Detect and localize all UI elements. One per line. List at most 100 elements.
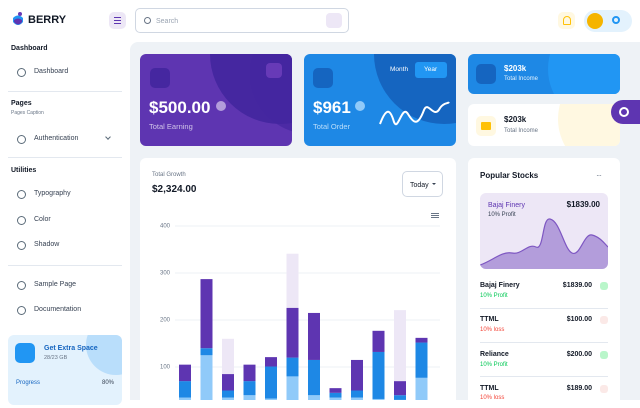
featured-stock: Bajaj Finery $1839.00 10% Profit bbox=[480, 193, 608, 269]
nav-item[interactable]: Shadow bbox=[34, 241, 59, 248]
divider bbox=[480, 342, 608, 343]
brand: BERRY bbox=[28, 15, 66, 26]
divider bbox=[480, 308, 608, 309]
logo-svg bbox=[11, 11, 25, 28]
period-value: Today bbox=[410, 182, 429, 189]
bar-segment bbox=[330, 388, 342, 393]
profile-button[interactable] bbox=[584, 10, 632, 32]
bar-segment bbox=[416, 338, 428, 343]
divider bbox=[480, 376, 608, 377]
card-label: Total Income bbox=[504, 76, 538, 82]
bar-segment bbox=[201, 279, 213, 348]
nav-icon bbox=[17, 68, 26, 77]
menu-button[interactable] bbox=[109, 12, 126, 29]
y-tick-label: 300 bbox=[160, 271, 171, 277]
stocks-more[interactable]: ··· bbox=[596, 172, 601, 180]
more-button[interactable] bbox=[266, 63, 282, 78]
divider bbox=[8, 265, 122, 266]
bar-segment bbox=[373, 331, 385, 352]
bell-icon bbox=[563, 16, 571, 25]
card-icon bbox=[476, 64, 496, 84]
bar-segment bbox=[394, 381, 406, 395]
stock-name: Reliance bbox=[480, 351, 509, 358]
bar-segment bbox=[373, 352, 385, 399]
y-tick-label: 400 bbox=[160, 224, 171, 230]
card-label: Total Earning bbox=[149, 123, 193, 131]
bar-segment bbox=[394, 395, 406, 400]
nav-icon bbox=[17, 281, 26, 290]
bar-segment bbox=[179, 365, 191, 381]
earning-card: $500.00 Total Earning bbox=[140, 54, 292, 146]
gear-icon bbox=[619, 107, 629, 117]
trend-up bbox=[600, 351, 608, 359]
stock-price: $1839.00 bbox=[563, 282, 592, 289]
stock-name: Bajaj Finery bbox=[480, 282, 520, 289]
notification-button[interactable] bbox=[558, 12, 575, 29]
card-value: $961 bbox=[313, 99, 351, 116]
caret bbox=[432, 183, 436, 185]
trend-icon bbox=[355, 101, 365, 111]
settings-icon bbox=[612, 16, 620, 24]
nav-item[interactable]: Documentation bbox=[34, 306, 81, 313]
bar-segment bbox=[308, 395, 320, 400]
stocks-title: Popular Stocks bbox=[480, 172, 538, 180]
divider bbox=[8, 157, 122, 158]
nav-icon bbox=[17, 241, 26, 250]
bar-segment bbox=[265, 357, 277, 366]
bar-segment bbox=[416, 343, 428, 378]
trend-down bbox=[600, 385, 608, 393]
order-card: Month Year $961 Total Order bbox=[304, 54, 456, 146]
bar-segment bbox=[351, 360, 363, 391]
bar-segment bbox=[244, 381, 256, 395]
bar-segment bbox=[222, 339, 234, 374]
card-value: $203k bbox=[504, 65, 526, 73]
card-value: $203k bbox=[504, 116, 526, 124]
toggle-year-button[interactable]: Year bbox=[415, 62, 447, 78]
y-tick-label: 100 bbox=[160, 365, 171, 371]
y-tick-label: 200 bbox=[160, 318, 171, 324]
bar-segment bbox=[351, 391, 363, 398]
nav-icon bbox=[17, 135, 26, 144]
card-icon-glyph bbox=[481, 122, 491, 130]
nav-item[interactable]: Dashboard bbox=[34, 68, 68, 75]
nav-group-title: Utilities bbox=[11, 167, 36, 174]
promo-card: Get Extra Space 28/23 GB Progress 80% bbox=[8, 335, 122, 405]
customize-button[interactable] bbox=[611, 100, 640, 124]
featured-name: Bajaj Finery bbox=[488, 202, 525, 209]
card-label: Total Order bbox=[313, 123, 350, 131]
nav-icon bbox=[17, 306, 26, 315]
bar-segment bbox=[287, 358, 299, 377]
logo-icon bbox=[11, 11, 25, 28]
nav-item[interactable]: Authentication bbox=[34, 135, 78, 142]
nav-group-title: Dashboard bbox=[11, 45, 48, 52]
promo-icon bbox=[15, 343, 35, 363]
featured-price: $1839.00 bbox=[567, 201, 600, 209]
period-select[interactable]: Today bbox=[402, 171, 443, 197]
search-placeholder: Search bbox=[156, 18, 178, 25]
promo-title: Get Extra Space bbox=[44, 345, 98, 352]
nav-item[interactable]: Color bbox=[34, 216, 51, 223]
stock-change: 10% Profit bbox=[480, 362, 508, 368]
nav-item[interactable]: Sample Page bbox=[34, 281, 76, 288]
card-icon bbox=[476, 116, 496, 136]
nav-item[interactable]: Typography bbox=[34, 190, 71, 197]
progress-value: 80% bbox=[102, 380, 114, 386]
bar-segment bbox=[330, 393, 342, 398]
income-card: $203k Total Income bbox=[468, 104, 620, 146]
card-label: Total Income bbox=[504, 128, 538, 134]
stock-price: $200.00 bbox=[567, 351, 592, 358]
bar-segment bbox=[244, 395, 256, 400]
stock-name: TTML bbox=[480, 385, 499, 392]
stock-price: $100.00 bbox=[567, 316, 592, 323]
bar-segment bbox=[287, 308, 299, 358]
toggle-month[interactable]: Month bbox=[390, 67, 408, 74]
nav-icon bbox=[17, 190, 26, 199]
bar-segment bbox=[201, 355, 213, 400]
bar-segment bbox=[222, 374, 234, 390]
trend-icon bbox=[216, 101, 226, 111]
filter-button[interactable] bbox=[326, 13, 342, 28]
search-box[interactable]: Search bbox=[135, 8, 349, 33]
